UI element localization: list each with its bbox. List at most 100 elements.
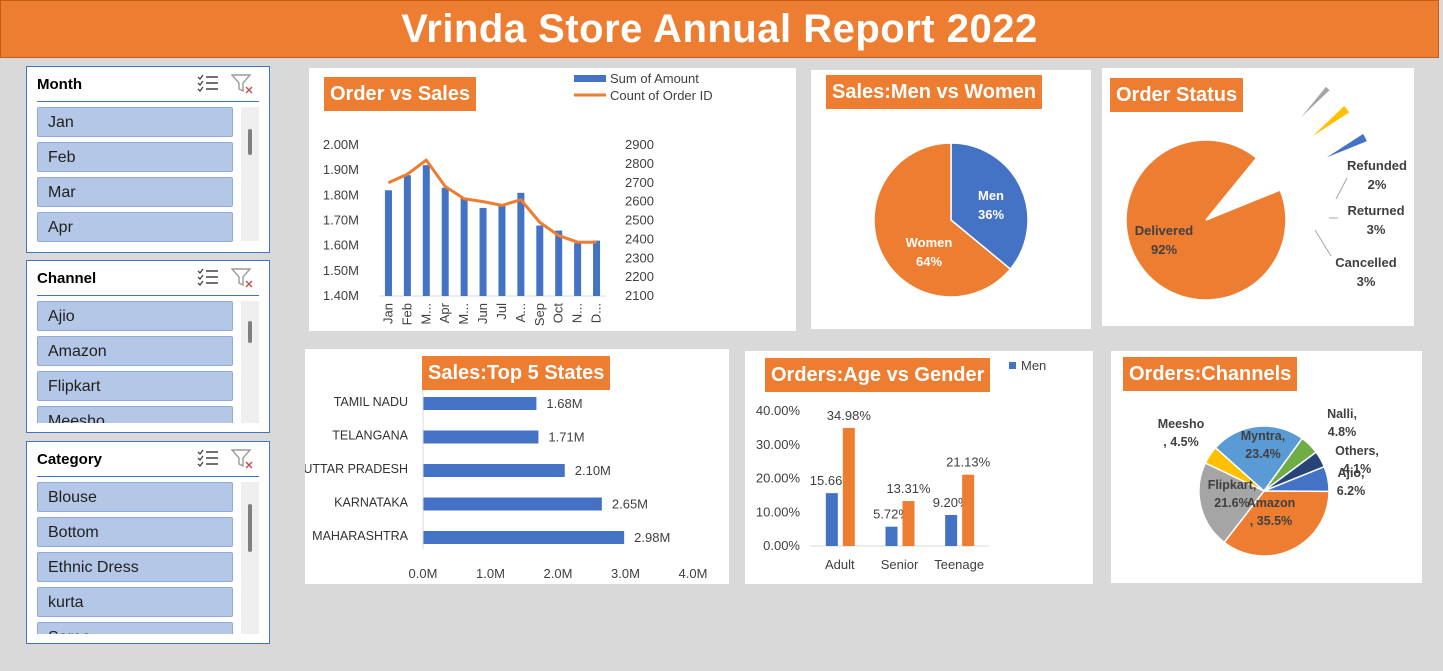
x-tick-label: Jun	[475, 303, 490, 324]
slicer-title: Month	[37, 76, 82, 93]
y-left-tick-label: 1.50M	[323, 263, 359, 278]
order-status-chart: Delivered 92% Refunded 2% Returned 3% Cancelle…	[1125, 84, 1407, 301]
x-tick-label: Apr	[437, 302, 452, 323]
scrollbar[interactable]	[241, 107, 259, 241]
leader-line	[1335, 177, 1348, 200]
orders-line	[387, 158, 597, 244]
slice-label: Cancelled	[1335, 255, 1396, 270]
slicer-item-saree[interactable]: Saree	[37, 622, 233, 634]
state-bar	[423, 531, 625, 544]
y-right-tick-label: 2100	[625, 288, 654, 303]
scrollbar[interactable]	[241, 301, 259, 423]
clear-filter-icon[interactable]	[231, 73, 255, 95]
y-right-tick-label: 2200	[625, 269, 654, 284]
multi-select-icon[interactable]	[197, 267, 219, 287]
x-tick-label: M...	[418, 303, 433, 325]
slicer-header: Category	[37, 442, 259, 477]
slicer-item-feb[interactable]: Feb	[37, 142, 233, 172]
slicer-item-blouse[interactable]: Blouse	[37, 482, 233, 512]
men-bar	[825, 493, 838, 546]
state-bar	[423, 497, 602, 511]
multi-select-icon[interactable]	[197, 73, 219, 93]
x-tick-label: 4.0M	[679, 566, 708, 581]
y-left-tick-label: 1.40M	[323, 288, 359, 303]
y-tick-label: 30.00%	[756, 437, 801, 452]
scrollbar-thumb[interactable]	[248, 321, 252, 343]
card-title: Orders:Age vs Gender	[765, 358, 991, 392]
x-tick-label: Oct	[551, 303, 566, 324]
slice-label: , 35.5%	[1250, 514, 1292, 528]
channel-slicer[interactable]: Channel Ajio Amazon Flipkart Meesho	[26, 260, 270, 433]
slice-label: Returned	[1347, 203, 1404, 218]
x-tick-label: 3.0M	[611, 566, 640, 581]
slicer-item-amazon[interactable]: Amazon	[37, 336, 233, 366]
order-vs-sales-card[interactable]: Order vs Sales Sum of Amount Count of Ord…	[309, 68, 796, 331]
slicer-item-apr[interactable]: Apr	[37, 212, 233, 242]
category-label: TAMIL NADU	[334, 395, 408, 409]
sales-bar	[384, 190, 392, 296]
slicer-item-flipkart[interactable]: Flipkart	[37, 371, 233, 401]
x-tick-label: 0.0M	[409, 566, 438, 581]
category-slicer[interactable]: Category Blouse Bottom Ethnic Dress kurt…	[26, 441, 270, 644]
y-right-tick-label: 2300	[625, 250, 654, 265]
slice-label: 21.6%	[1214, 496, 1249, 510]
men-vs-women-chart: Men 36% Women 64%	[873, 142, 1029, 298]
men-vs-women-card[interactable]: Sales:Men vs Women Men 36% Women 64%	[811, 70, 1091, 329]
slicer-items: Ajio Amazon Flipkart Meesho	[37, 301, 233, 423]
slicer-header: Channel	[37, 261, 259, 296]
slice-label: 92%	[1151, 242, 1177, 257]
sales-bar	[555, 230, 563, 296]
month-slicer[interactable]: Month Jan Feb Mar Apr	[26, 66, 270, 253]
sales-bar	[498, 205, 506, 296]
legend-label: Count of Order ID	[610, 88, 713, 103]
slicer-item-meesho[interactable]: Meesho	[37, 406, 233, 423]
card-title: Order vs Sales	[324, 77, 477, 111]
slicer-title: Category	[37, 451, 103, 468]
slicer-item-ajio[interactable]: Ajio	[37, 301, 233, 331]
pie-slice-refunded	[1292, 84, 1332, 127]
slicer-item-jan[interactable]: Jan	[37, 107, 233, 137]
state-bar	[423, 430, 539, 444]
multi-select-icon[interactable]	[197, 448, 219, 468]
pie-slice-women	[873, 142, 1012, 298]
slice-label: Myntra,	[1241, 429, 1285, 443]
card-title: Sales:Top 5 States	[422, 356, 611, 390]
women-bar	[962, 474, 975, 546]
category-label: MAHARASHTRA	[312, 529, 409, 543]
slice-label: Men	[978, 188, 1004, 203]
slicer-item-ethnic-dress[interactable]: Ethnic Dress	[37, 552, 233, 582]
legend-swatch-sum-of-amount	[574, 75, 606, 82]
top-states-card[interactable]: Sales:Top 5 States TAMIL NADU 1.68M TELANG…	[303, 349, 729, 584]
data-label: 1.68M	[546, 396, 582, 411]
y-left-tick-label: 2.00M	[323, 137, 359, 152]
age-vs-gender-card[interactable]: Orders:Age vs Gender 40.00% 30.00% 20.00% 1…	[745, 351, 1093, 584]
x-tick-label: Jan	[380, 303, 395, 324]
slicer-item-bottom[interactable]: Bottom	[37, 517, 233, 547]
channels-card[interactable]: Orders:Channels Amazon , 35.5% Flipkart, 21…	[1111, 351, 1422, 583]
women-bar	[902, 501, 915, 546]
sales-bar	[422, 165, 430, 296]
order-status-card[interactable]: Order Status Delivered 92% Refunded 2% Retur…	[1102, 68, 1414, 326]
x-tick-label: Teenage	[934, 557, 984, 572]
report-title: Vrinda Store Annual Report 2022	[401, 6, 1038, 51]
scrollbar[interactable]	[241, 482, 259, 634]
slice-label: Delivered	[1135, 223, 1194, 238]
card-title: Orders:Channels	[1123, 357, 1298, 391]
scrollbar-thumb[interactable]	[248, 504, 252, 552]
clear-filter-icon[interactable]	[231, 448, 255, 470]
card-title: Order Status	[1110, 78, 1244, 112]
y-right-tick-label: 2400	[625, 231, 654, 246]
x-tick-label: A...	[513, 303, 528, 323]
clear-filter-icon[interactable]	[231, 267, 255, 289]
data-label: 34.98%	[827, 408, 872, 423]
slicer-item-kurta[interactable]: kurta	[37, 587, 233, 617]
sales-bar	[574, 243, 582, 296]
y-right-tick-label: 2700	[625, 175, 654, 190]
scrollbar-thumb[interactable]	[248, 129, 252, 155]
x-tick-label: Feb	[399, 303, 414, 325]
data-label: 13.31%	[886, 481, 931, 496]
slicer-item-mar[interactable]: Mar	[37, 177, 233, 207]
sales-bar	[517, 192, 525, 296]
y-right-tick-label: 2500	[625, 213, 654, 228]
slice-label: Amazon	[1247, 496, 1296, 510]
